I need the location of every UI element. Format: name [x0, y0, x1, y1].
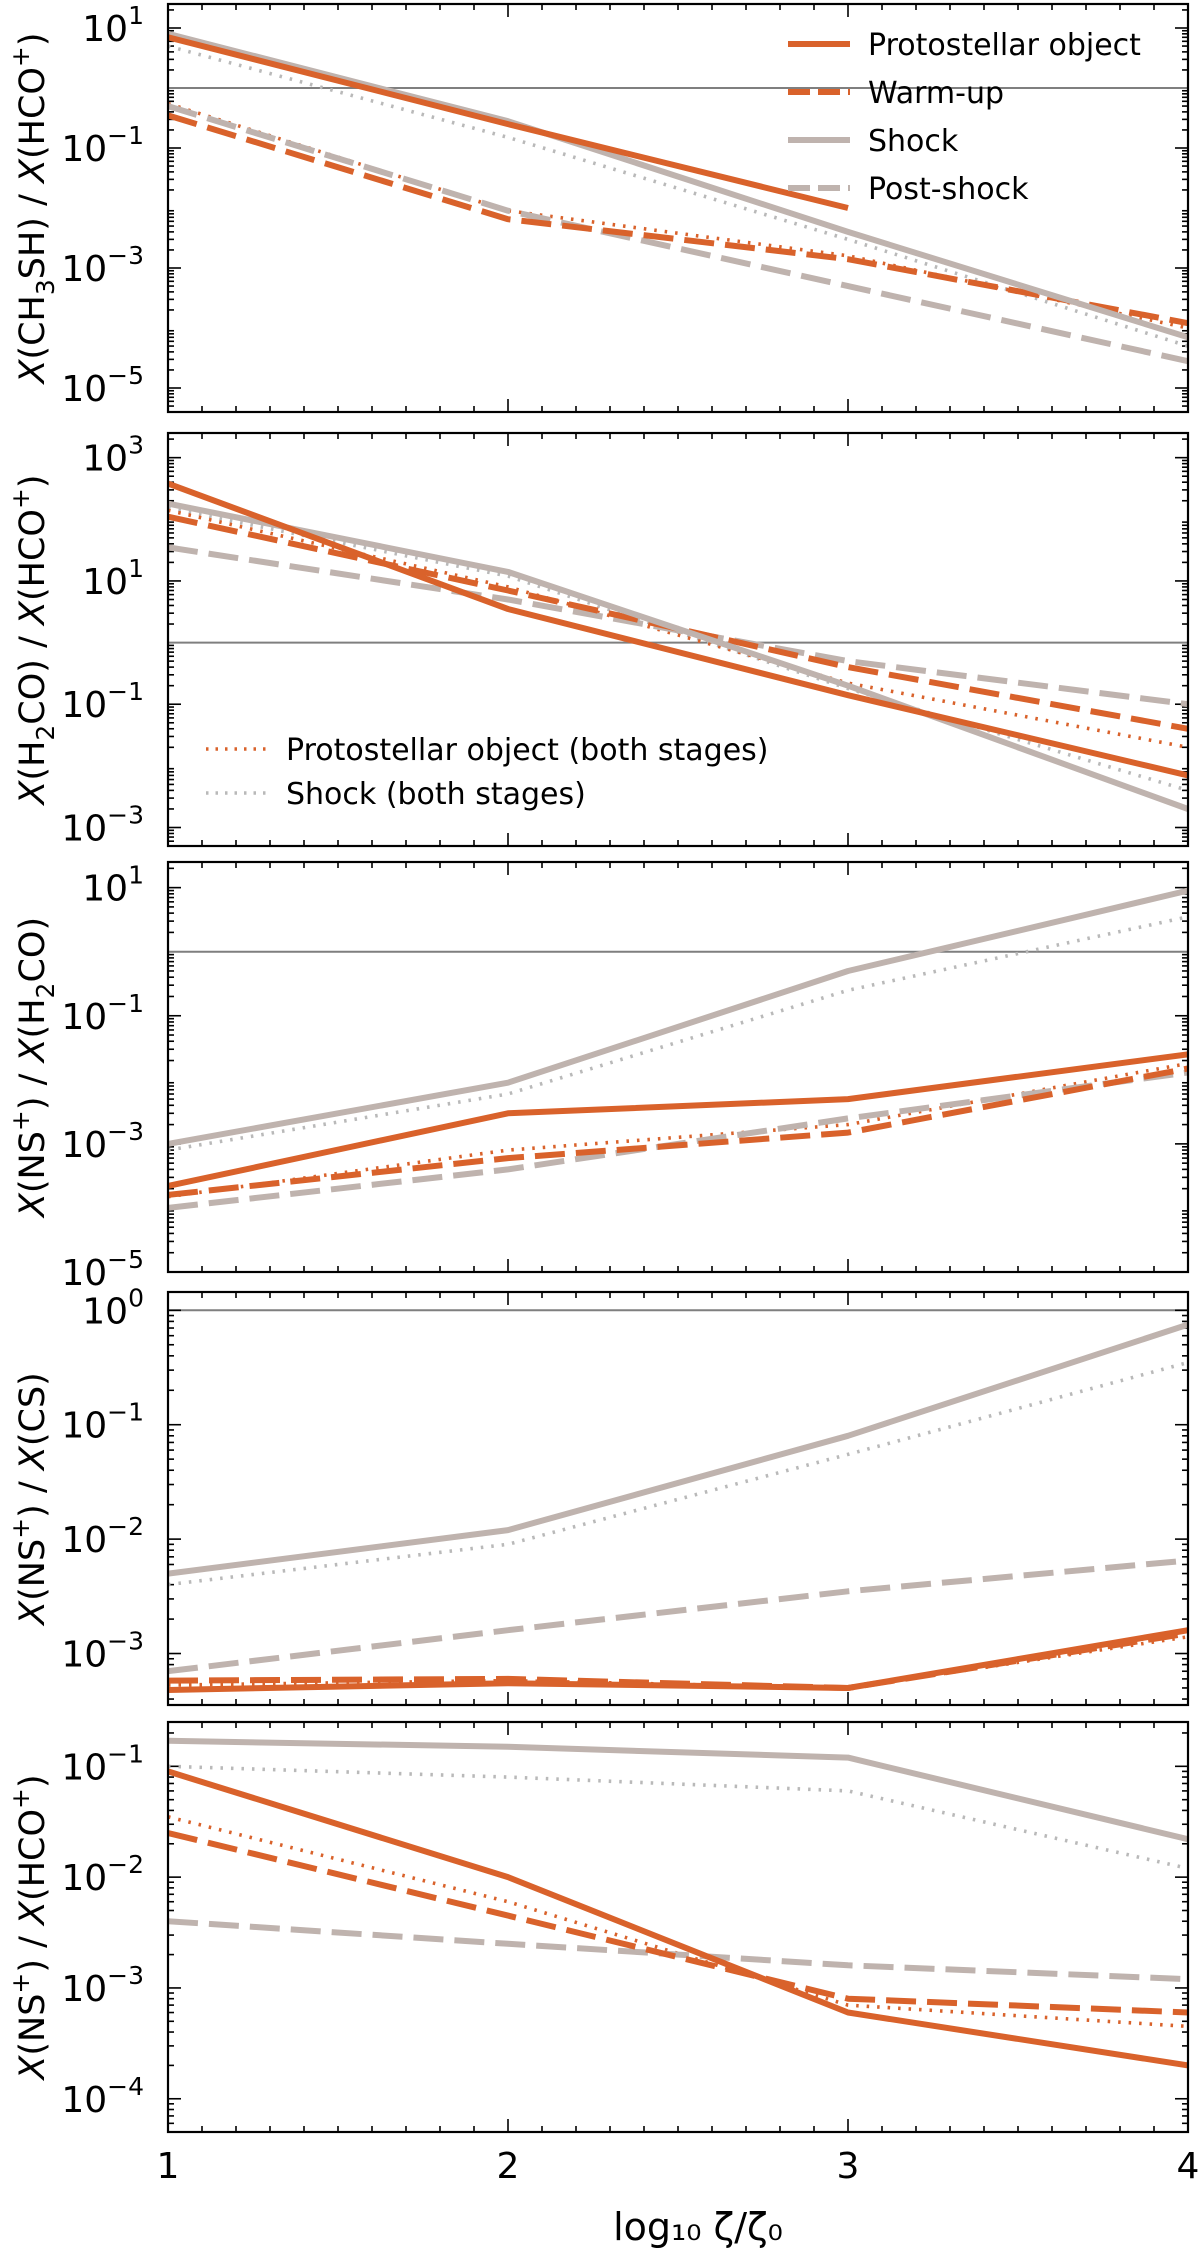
panel-1: 101 10−1 10−3 10−5X(CH3SH) / X(HCO+)	[6, 1, 1190, 414]
series-line-protostellar-object	[168, 1051, 1188, 1189]
legend-top: Protostellar object Warm-up Shock Post-shoc…	[788, 28, 1141, 207]
y-tick-label: 10−1	[61, 1739, 144, 1788]
y-tick-label: 10−2	[61, 1850, 144, 1899]
y-tick-label: 10−1	[61, 1398, 144, 1447]
panel-frame	[166, 860, 1190, 1274]
y-axis-label: X(NS+) / X(HCO+)	[6, 1774, 53, 2081]
y-tick-label: 10−5	[61, 361, 144, 410]
series-line-shock	[168, 500, 1188, 812]
legend-label-warm-up: Warm-up	[868, 76, 1004, 111]
series-line-shock-both-stages	[168, 44, 1188, 348]
y-tick-label: 10−3	[61, 1117, 144, 1166]
series-line-post-shock	[168, 1069, 1188, 1211]
y-tick-label: 101	[82, 554, 144, 603]
series-line-shock	[168, 1737, 1188, 1843]
y-tick-label: 10−4	[61, 2072, 144, 2121]
panel-5: 10−1 10−2 10−3 10−4 1 2 3 4 X(NS+) / X(HCO+)	[6, 1720, 1200, 2187]
series-line-protostellar-object-both-stages	[168, 1815, 1188, 2029]
y-tick-label: 101	[82, 1, 144, 50]
y-tick-label: 10−3	[61, 801, 144, 850]
series-line-post-shock	[168, 1557, 1188, 1675]
series-line-warm-up	[168, 1630, 1188, 1691]
y-tick-label: 10−1	[61, 989, 144, 1038]
y-tick-label: 101	[82, 861, 144, 910]
y-axis-label: X(H2CO) / X(HCO+)	[6, 474, 60, 806]
x-tick-label: 2	[497, 2146, 520, 2187]
panel-frame	[166, 1290, 1190, 1707]
series-line-protostellar-object	[168, 34, 849, 211]
panel-frame	[166, 431, 1190, 848]
y-tick-label: 100	[82, 1283, 144, 1332]
series-line-protostellar-object	[168, 1768, 1188, 2069]
series-line-warm-up	[168, 1830, 1188, 2016]
series-line-warm-up	[168, 513, 1188, 732]
panel-3: 101 10−1 10−3 10−5X(NS+) / X(H2CO)	[6, 860, 1190, 1294]
x-tick-label: 4	[1177, 2146, 1200, 2187]
series-line-shock-both-stages	[168, 1764, 1188, 1871]
legend-label-protostellar-object: Protostellar object	[868, 28, 1141, 63]
y-tick-label: 10−2	[61, 1512, 144, 1561]
y-axis-label: X(NS+) / X(H2CO)	[6, 917, 60, 1219]
series-line-shock	[168, 887, 1188, 1147]
y-tick-label: 103	[82, 431, 144, 480]
legend-both-stages: Protostellar object (both stages) Shock (…	[206, 733, 769, 812]
x-axis-label: log₁₀ ζ/ζ₀	[613, 2205, 783, 2249]
series-line-post-shock	[168, 1918, 1188, 1983]
panel-2: 103 101 10−1 10−3X(H2CO) / X(HCO+)	[6, 431, 1190, 850]
y-tick-label: 10−1	[61, 121, 144, 170]
panel-4: 100 10−1 10−2 10−3X(NS+) / X(CS)	[6, 1283, 1190, 1707]
y-tick-label: 10−3	[61, 1627, 144, 1676]
y-axis-label: X(NS+) / X(CS)	[6, 1372, 53, 1627]
y-tick-label: 10−3	[61, 1961, 144, 2010]
series-line-protostellar-object	[168, 1627, 1188, 1693]
series-line-protostellar-object-both-stages	[168, 1635, 1188, 1690]
series-line-shock-both-stages	[168, 915, 1188, 1152]
series-line-post-shock	[168, 103, 1188, 365]
x-tick-label: 3	[837, 2146, 860, 2187]
y-axis-label: X(CH3SH) / X(HCO+)	[6, 32, 60, 385]
legend-label-shock: Shock	[868, 124, 959, 159]
series-line-shock	[168, 1321, 1188, 1577]
series-line-protostellar-object	[168, 480, 1188, 779]
legend-label-post-shock: Post-shock	[868, 172, 1029, 207]
series-line-protostellar-object-both-stages	[168, 508, 1188, 750]
legend-label-protostellar-object-both-stages: Protostellar object (both stages)	[286, 733, 769, 768]
panel-frame	[166, 1720, 1190, 2134]
x-tick-label: 1	[157, 2146, 180, 2187]
legend-label-shock-both-stages: Shock (both stages)	[286, 777, 586, 812]
series-line-protostellar-object-both-stages	[168, 1061, 1188, 1199]
series-line-warm-up	[168, 112, 1188, 327]
series-line-shock	[168, 30, 1188, 341]
series-line-warm-up	[168, 1065, 1188, 1198]
panel-frame	[166, 2, 1190, 414]
y-tick-label: 10−5	[61, 1245, 144, 1294]
y-tick-label: 10−1	[61, 677, 144, 726]
y-tick-label: 10−3	[61, 241, 144, 290]
